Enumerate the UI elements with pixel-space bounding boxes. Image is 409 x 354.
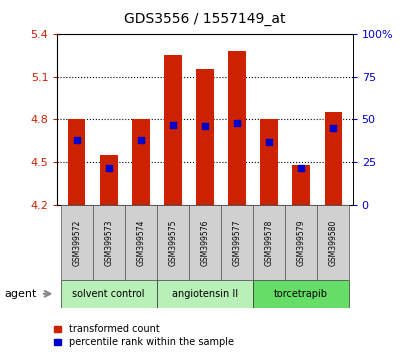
Bar — [252, 205, 285, 280]
Bar — [100, 155, 117, 205]
Text: GDS3556 / 1557149_at: GDS3556 / 1557149_at — [124, 12, 285, 27]
Point — [297, 165, 304, 170]
Bar — [252, 280, 348, 308]
Text: GSM399579: GSM399579 — [296, 219, 305, 266]
Text: GSM399572: GSM399572 — [72, 219, 81, 266]
Point — [169, 122, 176, 127]
Point — [105, 165, 112, 170]
Text: torcetrapib: torcetrapib — [274, 289, 328, 299]
Bar — [260, 120, 277, 205]
Text: solvent control: solvent control — [72, 289, 145, 299]
Bar — [285, 205, 317, 280]
Text: GSM399576: GSM399576 — [200, 219, 209, 266]
Point — [73, 137, 80, 143]
Text: GSM399578: GSM399578 — [264, 219, 273, 266]
Bar — [124, 205, 157, 280]
Text: GSM399577: GSM399577 — [232, 219, 241, 266]
Bar — [292, 165, 309, 205]
Bar — [196, 69, 213, 205]
Bar — [164, 55, 181, 205]
Text: agent: agent — [4, 289, 36, 299]
Point — [233, 120, 240, 126]
Bar — [317, 205, 348, 280]
Point — [201, 124, 208, 129]
Bar — [189, 205, 220, 280]
Bar — [61, 205, 92, 280]
Text: GSM399575: GSM399575 — [168, 219, 177, 266]
Legend: transformed count, percentile rank within the sample: transformed count, percentile rank withi… — [54, 325, 233, 347]
Point — [137, 137, 144, 143]
Text: GSM399573: GSM399573 — [104, 219, 113, 266]
Point — [265, 139, 272, 145]
Text: angiotensin II: angiotensin II — [171, 289, 238, 299]
Bar — [92, 205, 124, 280]
Bar — [228, 51, 245, 205]
Bar — [157, 205, 189, 280]
Text: GSM399574: GSM399574 — [136, 219, 145, 266]
Bar — [61, 280, 157, 308]
Point — [329, 125, 336, 131]
Text: GSM399580: GSM399580 — [328, 219, 337, 266]
Bar — [132, 120, 149, 205]
Bar — [220, 205, 252, 280]
Bar — [67, 120, 85, 205]
Bar — [157, 280, 252, 308]
Bar — [324, 112, 342, 205]
